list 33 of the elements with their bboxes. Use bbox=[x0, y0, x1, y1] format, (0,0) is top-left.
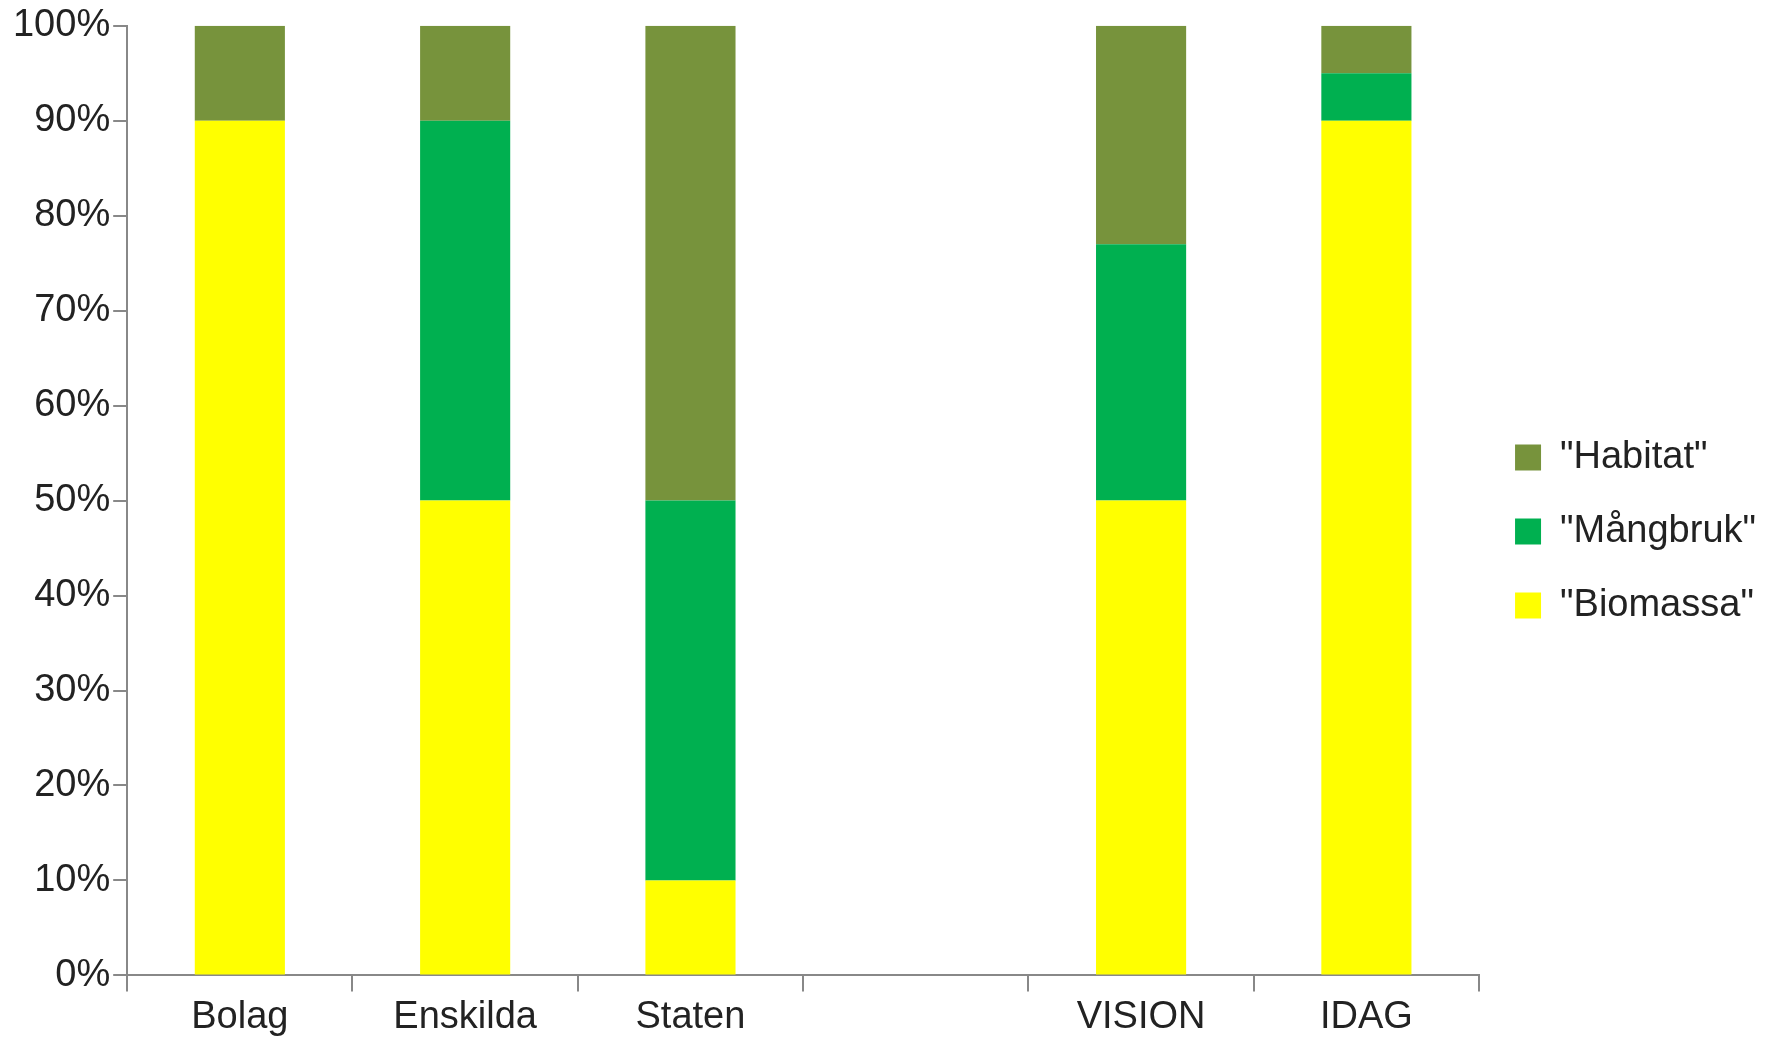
y-tick-label: 80% bbox=[34, 192, 111, 235]
y-tick-label: 30% bbox=[34, 667, 111, 709]
y-tick-label: 100% bbox=[12, 2, 111, 45]
bar bbox=[1096, 244, 1187, 501]
bar bbox=[1321, 120, 1412, 975]
legend-label: "Habitat" bbox=[1560, 433, 1708, 476]
y-tick-label: 60% bbox=[34, 382, 111, 425]
y-tick-label: 10% bbox=[34, 856, 111, 899]
x-tick-label: Staten bbox=[635, 993, 746, 1036]
legend-label: "Mångbruk" bbox=[1560, 507, 1757, 550]
bar bbox=[420, 25, 511, 121]
bar bbox=[1321, 25, 1412, 74]
x-tick-label: IDAG bbox=[1319, 993, 1413, 1036]
bar bbox=[645, 500, 736, 881]
bar bbox=[645, 25, 736, 501]
y-tick-label: 70% bbox=[34, 287, 111, 330]
legend-label: "Biomassa" bbox=[1560, 581, 1754, 624]
bar bbox=[194, 25, 285, 121]
bar bbox=[420, 500, 511, 975]
bar bbox=[194, 120, 285, 975]
bar bbox=[420, 120, 511, 501]
y-tick-label: 20% bbox=[34, 761, 111, 804]
y-tick-label: 90% bbox=[34, 97, 111, 140]
bar bbox=[1321, 73, 1412, 121]
x-tick-label: Bolag bbox=[191, 993, 289, 1036]
x-tick-label: Enskilda bbox=[393, 993, 538, 1036]
bar bbox=[645, 880, 736, 975]
x-tick-label: VISION bbox=[1076, 993, 1206, 1036]
y-tick-label: 40% bbox=[34, 572, 111, 615]
y-tick-label: 0% bbox=[55, 951, 111, 994]
y-tick-label: 50% bbox=[34, 477, 111, 520]
bar bbox=[1096, 500, 1187, 975]
bar bbox=[1096, 25, 1187, 245]
